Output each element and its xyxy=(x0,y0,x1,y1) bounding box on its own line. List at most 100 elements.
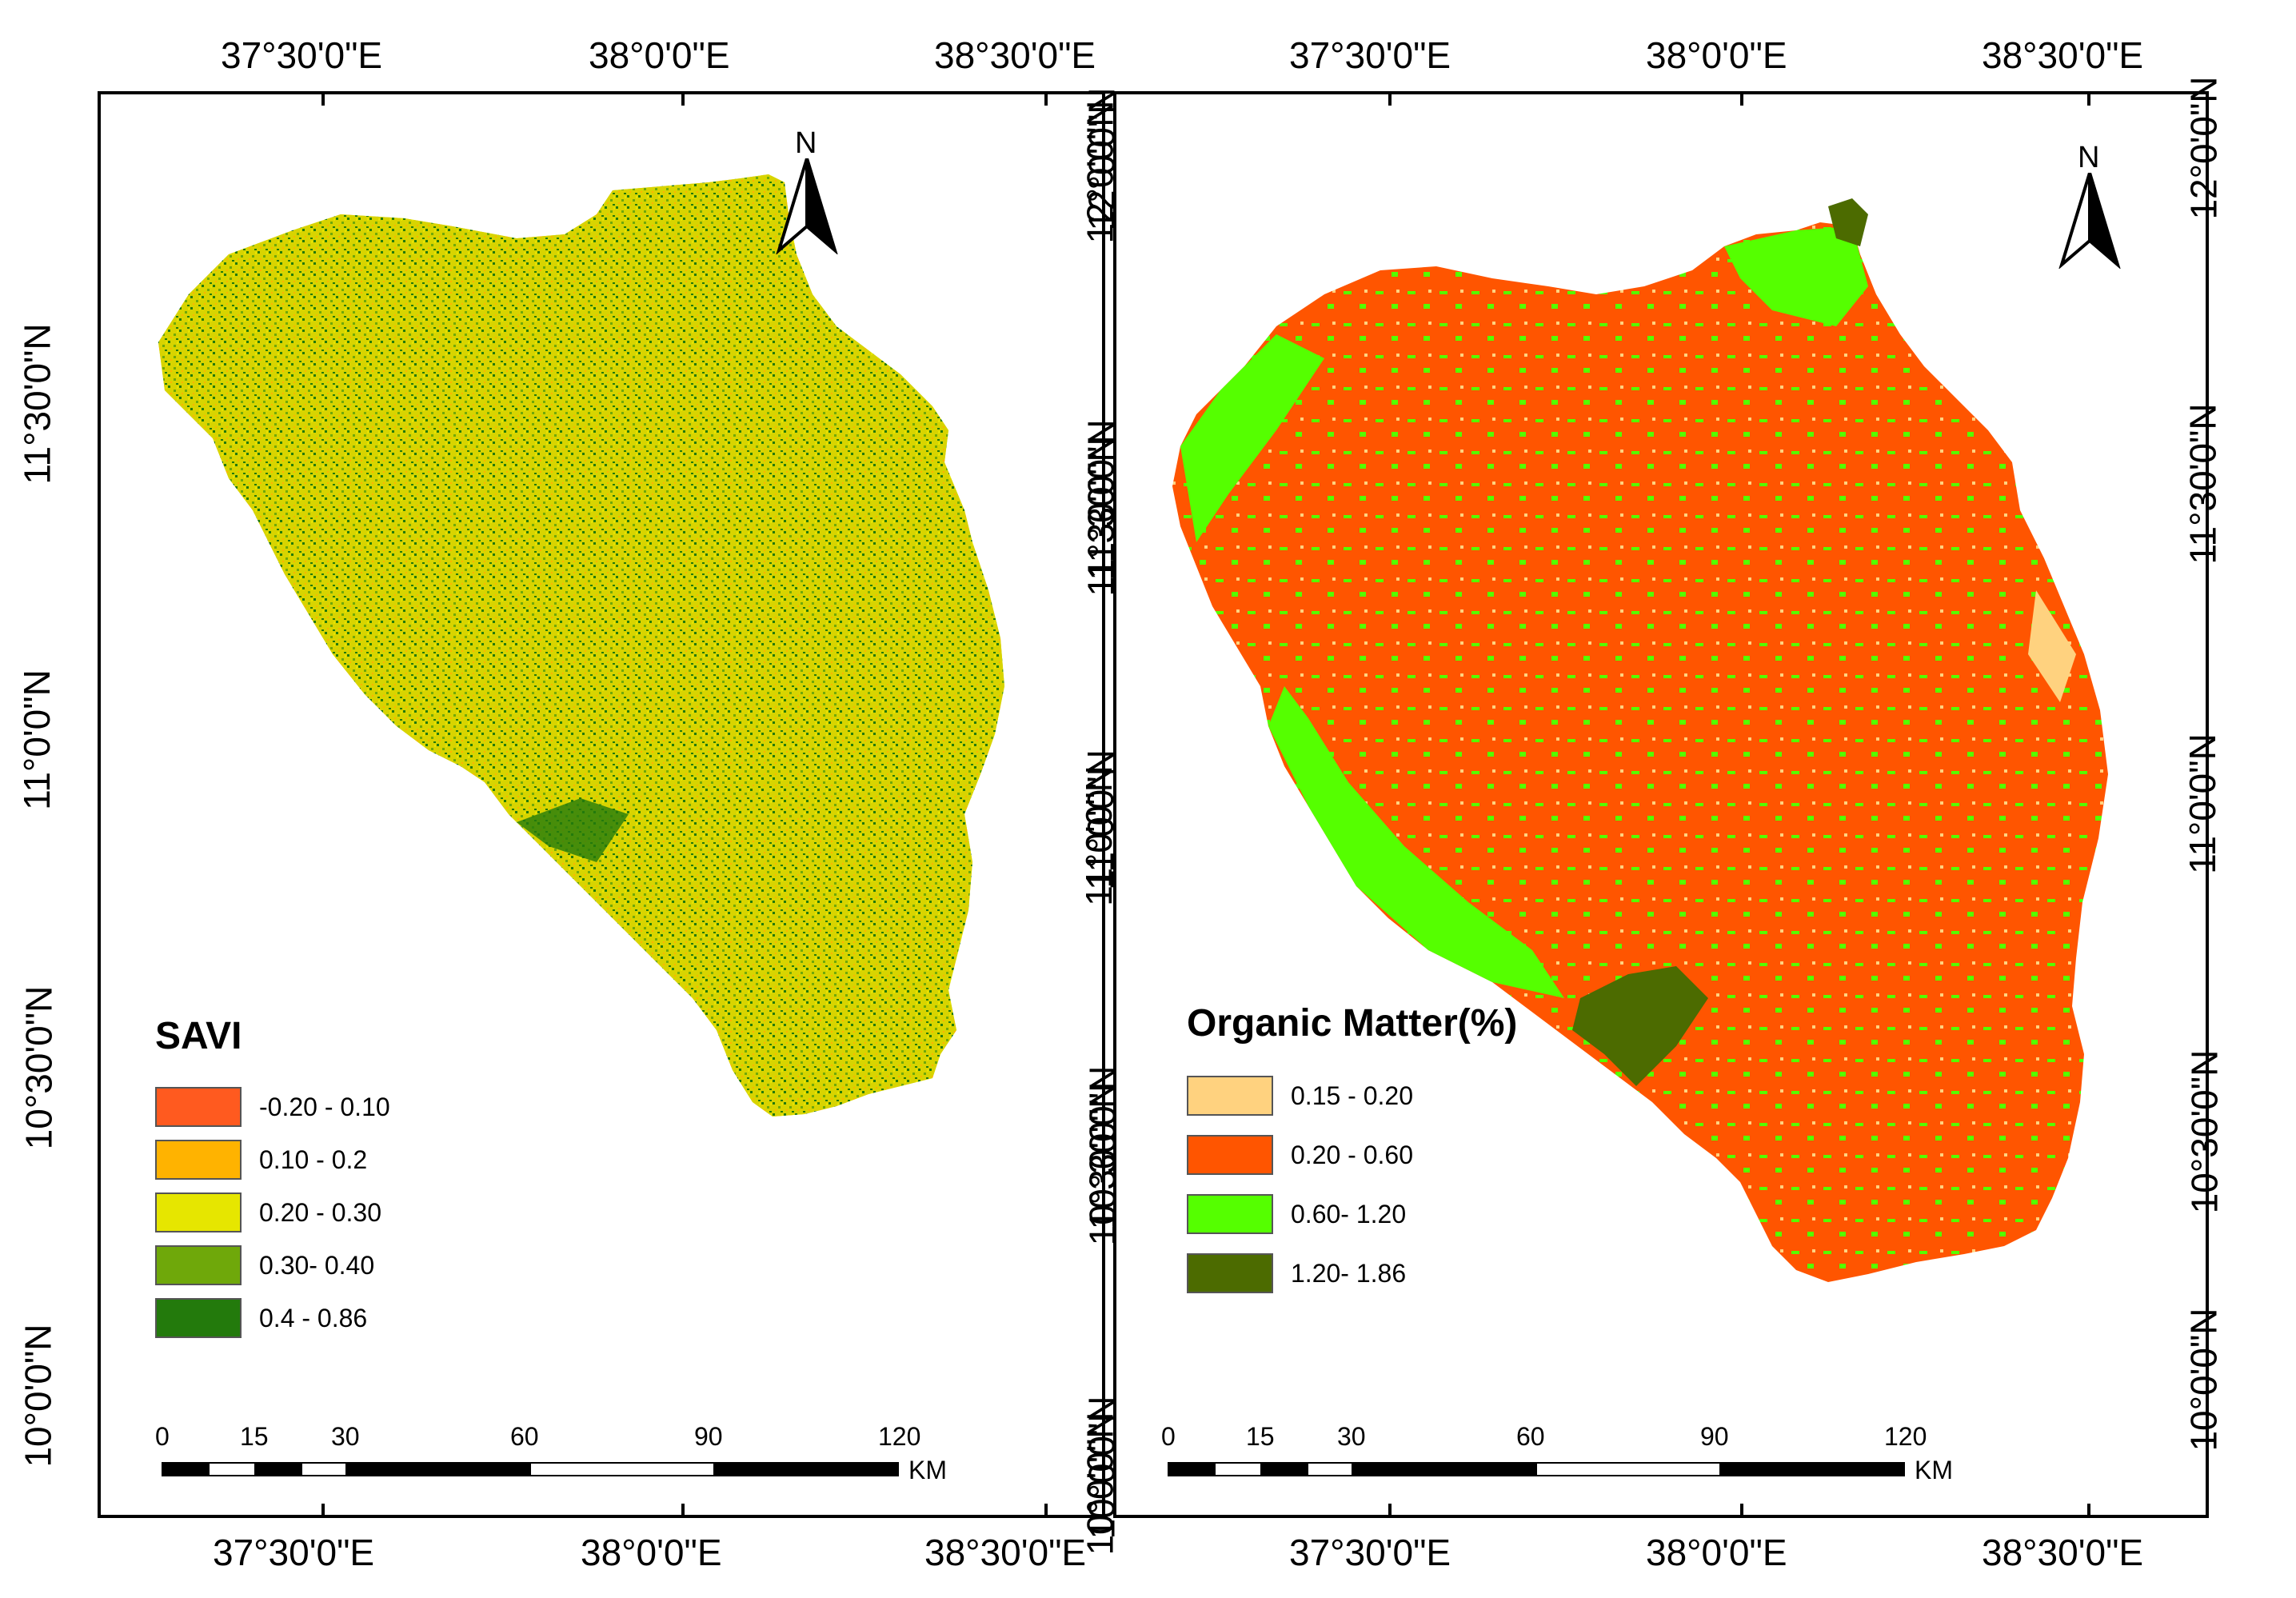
left-lat-label: 10°0'0"N xyxy=(1079,1412,1121,1556)
scale-tick: 0 xyxy=(1161,1422,1176,1451)
legend-label: -0.20 - 0.10 xyxy=(259,1092,390,1121)
legend-swatch xyxy=(1187,1253,1273,1293)
top-lon-label: 38°30'0"E xyxy=(1982,34,2144,76)
left-lat-label: 11°0'0"N xyxy=(1077,765,1120,906)
left-lat-label: 12°0'0"N xyxy=(1079,100,1121,244)
bottom-lon-label: 38°30'0"E xyxy=(1982,1532,2144,1573)
bottom-lon-label: 38°0'0"E xyxy=(581,1532,722,1573)
scale-tick: 0 xyxy=(155,1422,170,1451)
scale-tick: 120 xyxy=(878,1422,921,1451)
tick xyxy=(1044,91,1048,106)
left-lat-label: 11°0'0"N xyxy=(15,669,58,810)
scale-segment xyxy=(529,1462,715,1476)
scale-segment xyxy=(254,1462,302,1476)
legend-swatch xyxy=(155,1140,242,1180)
legend-item: 0.10 - 0.2 xyxy=(155,1139,367,1181)
tick xyxy=(2087,91,2090,106)
tick xyxy=(681,91,685,106)
legend-swatch xyxy=(1187,1076,1273,1116)
legend-label: 0.20 - 0.30 xyxy=(259,1197,381,1227)
bottom-lon-label: 37°30'0"E xyxy=(1289,1532,1451,1573)
scale-tick: 15 xyxy=(1246,1422,1275,1451)
scale-unit: KM xyxy=(908,1456,947,1484)
scale-tick: 60 xyxy=(510,1422,539,1451)
top-lon-label: 38°30'0"E xyxy=(934,34,1096,76)
right-lat-label: 10°0'0"N xyxy=(2182,1308,2225,1452)
legend-swatch xyxy=(155,1245,242,1285)
legend-swatch xyxy=(1187,1135,1273,1175)
left-lat-label: 10°30'0"N xyxy=(1081,1081,1124,1246)
scale-tick: 30 xyxy=(331,1422,360,1451)
organic-matter-basin-map xyxy=(1172,198,2108,1282)
left-lat-label: 10°0'0"N xyxy=(17,1324,59,1468)
right-lat-label: 11°0'0"N xyxy=(2181,733,2223,874)
bottom-lon-label: 38°30'0"E xyxy=(924,1532,1087,1573)
savi-map-panel: 37°30'0"E 38°0'0"E 38°30'0"E 37°30'0"E 3… xyxy=(16,34,1124,1573)
tick xyxy=(1044,1504,1048,1518)
scale-segment xyxy=(1307,1462,1353,1476)
tick xyxy=(1388,91,1392,106)
north-label: N xyxy=(795,126,817,160)
legend-title: Organic Matter(%) xyxy=(1187,1002,1518,1045)
scale-tick: 90 xyxy=(1700,1422,1729,1451)
scale-tick: 15 xyxy=(240,1422,269,1451)
legend-item: 0.20 - 0.30 xyxy=(155,1192,381,1233)
legend-swatch xyxy=(155,1087,242,1127)
bottom-lon-label: 37°30'0"E xyxy=(213,1532,375,1573)
scale-unit: KM xyxy=(1915,1456,1953,1484)
top-lon-label: 37°30'0"E xyxy=(221,34,383,76)
legend-label: 0.60- 1.20 xyxy=(1291,1199,1407,1228)
organic-matter-map-panel: 37°30'0"E 38°0'0"E 38°30'0"E 37°30'0"E 3… xyxy=(1078,34,2226,1573)
legend-label: 0.4 - 0.86 xyxy=(259,1303,368,1332)
legend-item: 0.20 - 0.60 xyxy=(1187,1134,1413,1176)
north-arrow-icon xyxy=(776,158,838,254)
legend-label: 0.10 - 0.2 xyxy=(259,1145,368,1174)
tick xyxy=(321,1504,325,1518)
legend-item: 1.20- 1.86 xyxy=(1187,1252,1406,1294)
tick xyxy=(1388,1504,1392,1518)
legend-swatch xyxy=(1187,1194,1273,1234)
top-lon-label: 38°0'0"E xyxy=(1646,34,1787,76)
savi-basin-map xyxy=(158,174,1004,1117)
scale-segment xyxy=(713,1462,899,1476)
north-label: N xyxy=(2078,141,2100,174)
north-arrow: N xyxy=(771,126,843,254)
right-lat-label: 10°30'0"N xyxy=(2183,1049,2226,1214)
legend-item: -0.20 - 0.10 xyxy=(155,1086,390,1128)
legend-label: 1.20- 1.86 xyxy=(1291,1258,1407,1288)
scale-bar: 0 15 30 60 90 120 KM xyxy=(1161,1422,1983,1486)
legend-item: 0.30- 0.40 xyxy=(155,1244,374,1286)
scale-segment xyxy=(1214,1462,1262,1476)
scale-bar: 0 15 30 60 90 120 KM xyxy=(155,1422,977,1486)
legend-item: 0.4 - 0.86 xyxy=(155,1297,367,1339)
north-arrow-icon xyxy=(2058,173,2121,269)
scale-segment xyxy=(162,1462,210,1476)
top-lon-label: 37°30'0"E xyxy=(1289,34,1451,76)
scale-segment xyxy=(208,1462,256,1476)
scale-tick: 90 xyxy=(694,1422,723,1451)
top-lon-label: 38°0'0"E xyxy=(589,34,730,76)
north-arrow: N xyxy=(2054,141,2126,269)
legend-title: SAVI xyxy=(155,1015,242,1057)
right-lat-label: 12°0'0"N xyxy=(2182,76,2225,220)
scale-segment xyxy=(1260,1462,1308,1476)
scale-segment xyxy=(1352,1462,1537,1476)
scale-segment xyxy=(301,1462,347,1476)
left-lat-label: 11°30'0"N xyxy=(1080,435,1122,597)
scale-segment xyxy=(1535,1462,1721,1476)
legend-swatch xyxy=(155,1298,242,1338)
right-lat-label: 11°30'0"N xyxy=(2182,403,2224,565)
tick xyxy=(2087,1504,2090,1518)
legend-item: 0.60- 1.20 xyxy=(1187,1193,1406,1235)
bottom-lon-label: 38°0'0"E xyxy=(1646,1532,1787,1573)
scale-tick: 30 xyxy=(1337,1422,1366,1451)
legend-label: 0.30- 0.40 xyxy=(259,1250,375,1280)
tick xyxy=(1740,91,1743,106)
scale-tick: 120 xyxy=(1884,1422,1927,1451)
scale-segment xyxy=(1719,1462,1905,1476)
tick xyxy=(321,91,325,106)
legend-label: 0.20 - 0.60 xyxy=(1291,1140,1413,1169)
legend-item: 0.15 - 0.20 xyxy=(1187,1075,1413,1117)
legend-swatch xyxy=(155,1193,242,1232)
tick xyxy=(681,1504,685,1518)
